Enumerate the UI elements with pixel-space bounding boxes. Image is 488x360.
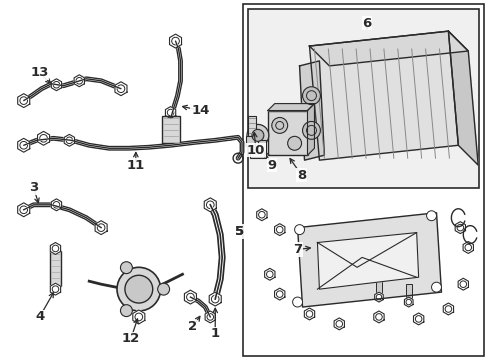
- Text: 10: 10: [246, 144, 264, 157]
- Polygon shape: [333, 318, 344, 330]
- Polygon shape: [274, 224, 285, 235]
- Bar: [247, 116, 255, 137]
- Polygon shape: [115, 82, 127, 96]
- Bar: [247, 9, 478, 188]
- Text: 12: 12: [122, 332, 140, 345]
- Polygon shape: [256, 209, 266, 221]
- Polygon shape: [38, 131, 49, 145]
- Polygon shape: [204, 311, 215, 323]
- Polygon shape: [18, 203, 30, 217]
- Polygon shape: [18, 94, 30, 108]
- Polygon shape: [309, 31, 468, 66]
- Text: 7: 7: [292, 243, 302, 256]
- Circle shape: [294, 225, 304, 235]
- Text: 6: 6: [362, 17, 371, 30]
- Circle shape: [292, 297, 302, 307]
- Polygon shape: [133, 310, 144, 324]
- Polygon shape: [165, 107, 175, 118]
- Circle shape: [117, 267, 161, 311]
- Text: 11: 11: [126, 159, 144, 172]
- Polygon shape: [95, 221, 107, 235]
- Polygon shape: [457, 278, 468, 290]
- Polygon shape: [267, 104, 314, 111]
- Polygon shape: [442, 303, 453, 315]
- Polygon shape: [462, 242, 472, 253]
- Polygon shape: [204, 198, 216, 212]
- Bar: [375, 279, 381, 293]
- Text: 2: 2: [187, 320, 197, 333]
- Bar: [267, 111, 307, 155]
- Circle shape: [302, 87, 320, 105]
- Polygon shape: [64, 134, 74, 146]
- Bar: [249, 140, 265, 158]
- Bar: [245, 136, 257, 146]
- Circle shape: [120, 262, 132, 274]
- Polygon shape: [304, 308, 314, 320]
- Circle shape: [251, 129, 264, 141]
- Polygon shape: [51, 79, 61, 91]
- Circle shape: [302, 121, 320, 139]
- Text: 1: 1: [210, 327, 219, 340]
- Text: 5: 5: [235, 225, 244, 238]
- Circle shape: [157, 283, 169, 295]
- Polygon shape: [404, 297, 412, 307]
- Circle shape: [124, 275, 152, 303]
- Polygon shape: [297, 213, 441, 307]
- Polygon shape: [74, 75, 84, 87]
- Text: 9: 9: [266, 159, 276, 172]
- Polygon shape: [373, 311, 384, 323]
- Circle shape: [287, 136, 301, 150]
- Polygon shape: [274, 288, 285, 300]
- Text: 13: 13: [30, 66, 49, 79]
- Bar: [243, 4, 483, 356]
- Text: 14: 14: [191, 104, 209, 117]
- Polygon shape: [18, 138, 30, 152]
- Bar: [405, 284, 411, 298]
- Polygon shape: [299, 61, 324, 160]
- Bar: [49, 251, 61, 286]
- Text: 3: 3: [29, 181, 38, 194]
- Circle shape: [271, 117, 287, 133]
- Polygon shape: [317, 233, 418, 289]
- Circle shape: [431, 282, 441, 292]
- Polygon shape: [209, 292, 221, 306]
- Polygon shape: [50, 243, 61, 255]
- Polygon shape: [307, 104, 314, 155]
- Polygon shape: [264, 268, 274, 280]
- Polygon shape: [51, 199, 61, 211]
- Bar: [162, 116, 179, 143]
- Polygon shape: [169, 34, 181, 48]
- Text: 5: 5: [235, 225, 244, 238]
- Circle shape: [426, 211, 436, 221]
- Circle shape: [246, 125, 268, 146]
- Polygon shape: [454, 222, 465, 234]
- Polygon shape: [309, 31, 457, 160]
- Text: 4: 4: [35, 310, 44, 323]
- Polygon shape: [374, 292, 383, 302]
- Polygon shape: [413, 313, 423, 325]
- Polygon shape: [447, 31, 477, 165]
- Polygon shape: [50, 283, 61, 295]
- Polygon shape: [184, 290, 196, 304]
- Circle shape: [120, 305, 132, 316]
- Text: 8: 8: [296, 168, 305, 181]
